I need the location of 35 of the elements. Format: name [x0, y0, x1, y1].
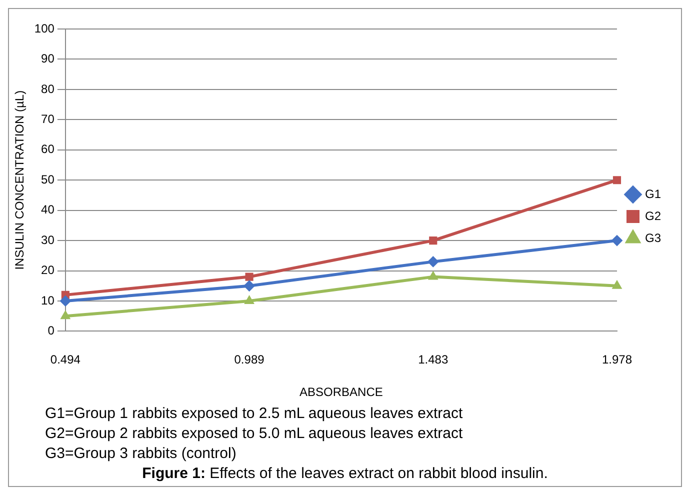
y-tick-label: 60	[41, 142, 55, 156]
text: G3=Group 3 rabbits (control)	[45, 444, 238, 464]
x-tick-label: 0.494	[50, 352, 81, 367]
legend-label: G1	[644, 186, 662, 201]
point	[244, 295, 254, 304]
point	[244, 280, 255, 292]
point	[245, 272, 254, 281]
point	[429, 236, 438, 245]
point	[60, 295, 71, 306]
y-tick-label: 80	[41, 82, 55, 96]
y-tick-label: 20	[41, 263, 55, 278]
point	[428, 256, 439, 268]
x-tick-label: 1.978	[602, 352, 632, 367]
y-tick-label: 0	[48, 324, 55, 338]
text: G2=Group 2 rabbits exposed to 5.0 mL aqueous leaves extract	[45, 424, 464, 444]
caption: Figure 1: Effects of the leaves extract on rabbit blood insulin.	[142, 465, 548, 482]
x-tick-label: 0.989	[234, 352, 265, 367]
y-tick-label: 40	[41, 202, 55, 217]
point	[611, 235, 622, 246]
text: G1=Group 1 rabbits exposed to 2.5 mL aqueous leaves extract	[45, 404, 464, 424]
x-tick-label: 1.483	[418, 352, 448, 367]
point	[612, 280, 622, 289]
legend-label: G2	[644, 208, 662, 223]
y-tick-label: 30	[41, 232, 55, 247]
y-tick-label: 90	[41, 52, 55, 66]
y-axis-title: INSULIN CONCENTRATION (µL)	[12, 90, 27, 270]
x-axis-title: ABSORBANCE	[300, 385, 383, 400]
point	[428, 271, 438, 280]
legend-label: G3	[644, 230, 662, 245]
point	[60, 310, 70, 320]
point	[612, 176, 622, 184]
y-tick-label: 10	[41, 293, 55, 308]
y-tick-label: 100	[34, 21, 55, 36]
y-tick-label: 70	[41, 112, 55, 126]
y-tick-label: 50	[41, 172, 55, 186]
